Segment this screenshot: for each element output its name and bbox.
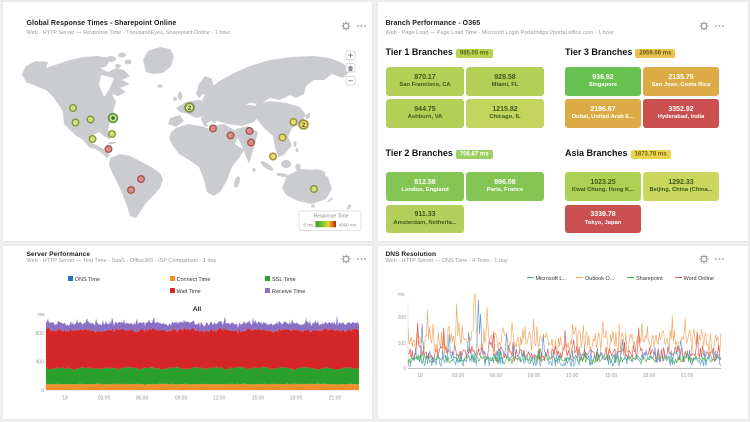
svg-text:Response Time: Response Time — [314, 214, 349, 220]
svg-text:21:00: 21:00 — [680, 373, 693, 379]
svg-text:03:00: 03:00 — [98, 396, 111, 402]
svg-text:21:00: 21:00 — [329, 396, 342, 402]
svg-text:800: 800 — [36, 331, 45, 337]
svg-text:15:00: 15:00 — [252, 396, 265, 402]
svg-text:4000 ms: 4000 ms — [339, 223, 357, 228]
svg-text:ms: ms — [398, 292, 405, 298]
svg-text:03:00: 03:00 — [451, 373, 464, 379]
svg-text:06:00: 06:00 — [489, 373, 502, 379]
svg-text:15:00: 15:00 — [604, 373, 617, 379]
svg-text:18: 18 — [417, 373, 423, 379]
svg-text:18:00: 18:00 — [642, 373, 655, 379]
svg-text:0: 0 — [403, 366, 406, 372]
svg-text:06:00: 06:00 — [136, 396, 149, 402]
svg-text:2: 2 — [188, 106, 192, 112]
svg-text:0: 0 — [41, 388, 44, 394]
svg-text:400: 400 — [36, 360, 45, 366]
svg-text:200: 200 — [397, 315, 406, 321]
svg-text:18: 18 — [62, 396, 68, 402]
svg-text:18:00: 18:00 — [290, 396, 303, 402]
svg-text:09:00: 09:00 — [175, 396, 188, 402]
svg-text:2: 2 — [302, 123, 306, 129]
svg-text:09:00: 09:00 — [527, 373, 540, 379]
svg-text:12:00: 12:00 — [213, 396, 226, 402]
svg-text:12:00: 12:00 — [565, 373, 578, 379]
svg-text:0 ms: 0 ms — [304, 223, 315, 228]
svg-text:ms: ms — [38, 312, 45, 318]
svg-text:100: 100 — [397, 341, 406, 347]
